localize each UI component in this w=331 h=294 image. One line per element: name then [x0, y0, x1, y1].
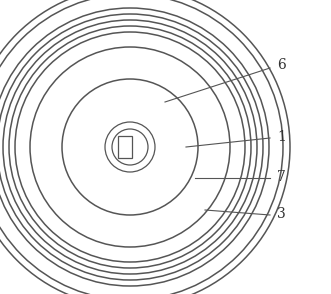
- Text: 1: 1: [277, 130, 286, 144]
- Text: 3: 3: [277, 207, 286, 221]
- Bar: [118, 136, 132, 158]
- Text: 6: 6: [277, 58, 286, 72]
- Text: 7: 7: [277, 170, 286, 184]
